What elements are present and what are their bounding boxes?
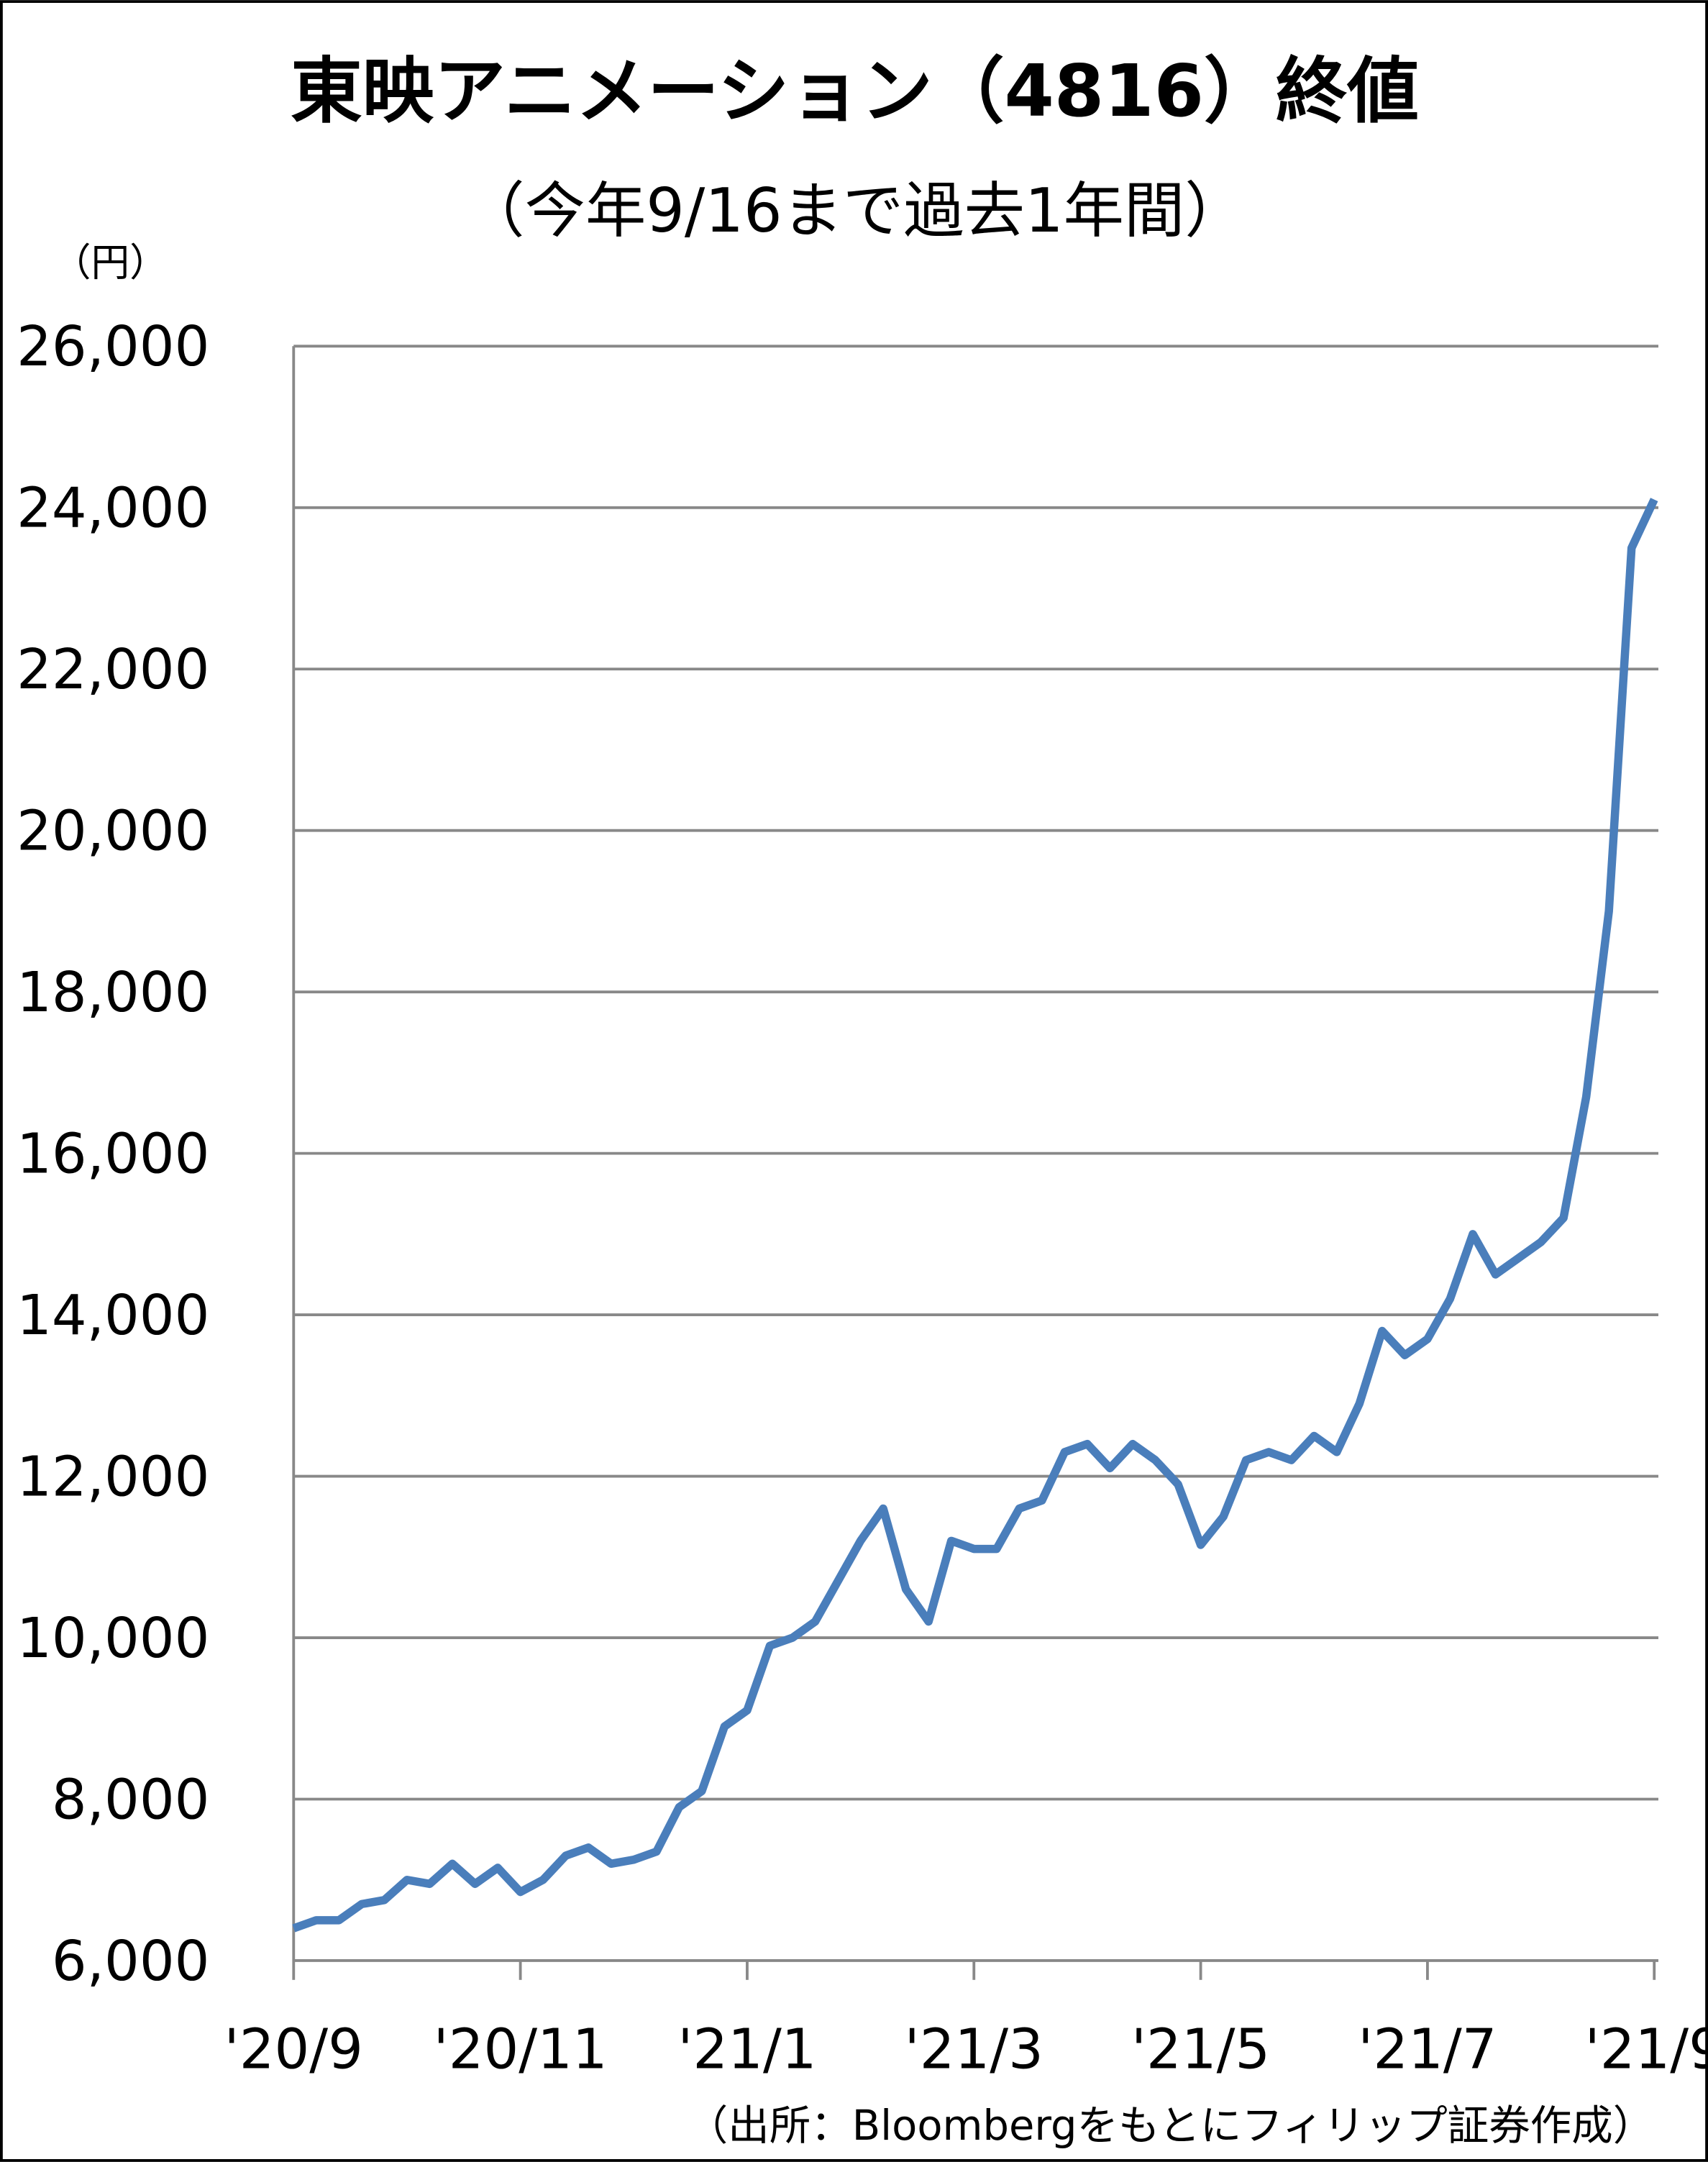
y-tick-label: 22,000: [17, 638, 209, 702]
line-series: [292, 498, 1658, 1933]
x-tick-label: '21/3: [905, 2017, 1043, 2081]
y-tick-label: 6,000: [52, 1930, 209, 1994]
x-tick-label: '21/7: [1358, 2017, 1497, 2081]
y-unit: （円）: [52, 240, 168, 286]
y-tick-label: 8,000: [52, 1768, 209, 1832]
y-tick-label: 10,000: [17, 1607, 209, 1671]
y-tick-label: 12,000: [17, 1445, 209, 1509]
y-tick-label: 14,000: [17, 1284, 209, 1348]
y-tick-label: 26,000: [17, 315, 209, 379]
chart-title: 東映アニメーション（4816）終値: [291, 49, 1419, 133]
y-tick-label: 20,000: [17, 800, 209, 864]
y-tick-label: 18,000: [17, 961, 209, 1025]
x-tick-label: '20/9: [224, 2017, 363, 2081]
y-tick-label: 24,000: [17, 477, 209, 541]
chart-subtitle: （今年9/16まで過去1年間）: [464, 175, 1245, 246]
x-tick-label: '21/9: [1585, 2017, 1708, 2081]
x-tick-label: '21/1: [677, 2017, 816, 2081]
y-tick-label: 16,000: [17, 1122, 209, 1186]
x-tick-label: '21/5: [1131, 2017, 1270, 2081]
source-note: （出所：Bloombergをもとにフィリップ証券作成）: [687, 2102, 1655, 2150]
x-tick-label: '20/11: [434, 2017, 608, 2081]
